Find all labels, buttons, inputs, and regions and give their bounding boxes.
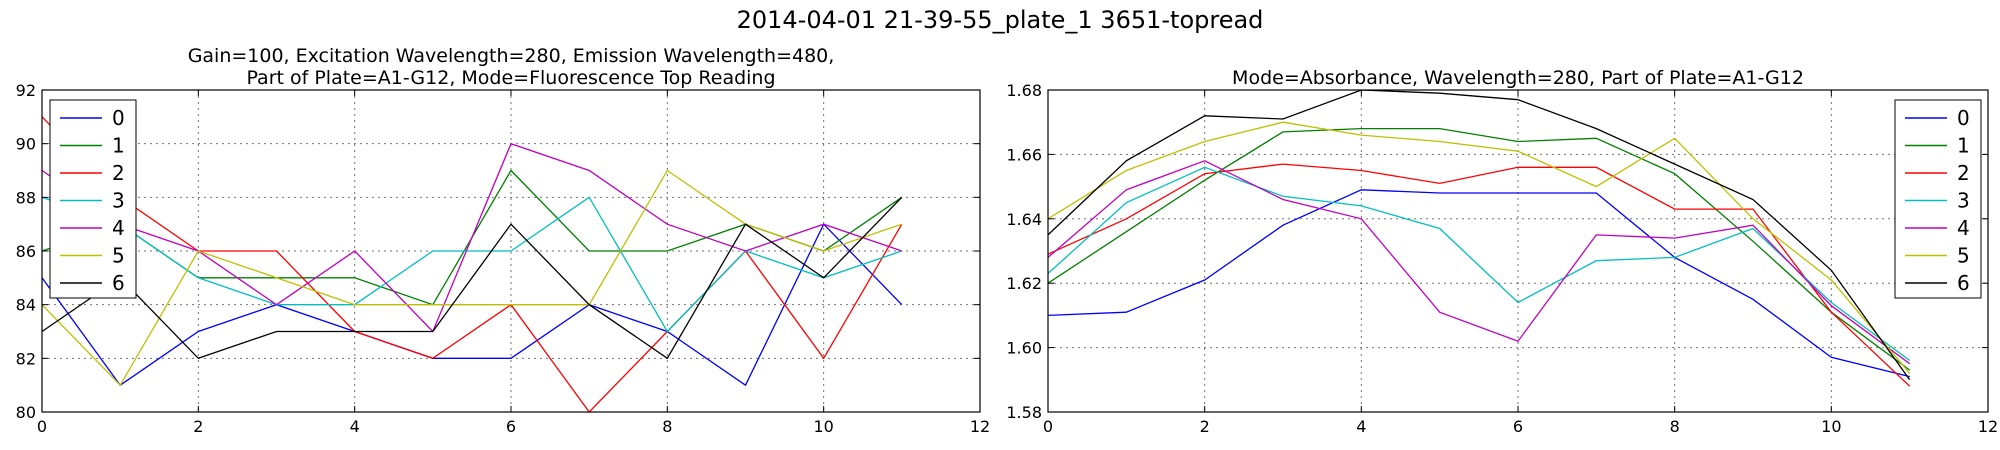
- series-line-2: [41, 116, 903, 414]
- y-tick-label: 82: [16, 349, 36, 368]
- x-tick-label: 8: [662, 417, 672, 436]
- plot-area: [1048, 90, 1988, 412]
- series-line-0: [41, 223, 903, 387]
- legend-box: [49, 99, 137, 299]
- series-line-5: [1047, 121, 1911, 374]
- legend-label-3: 3: [1957, 189, 1970, 213]
- y-tick-label: 1.64: [1006, 210, 1042, 229]
- legend-label-2: 2: [1957, 161, 1970, 185]
- x-tick-label: 6: [506, 417, 516, 436]
- series-line-3: [41, 196, 903, 333]
- legend-label-0: 0: [112, 106, 125, 130]
- legend-label-1: 1: [1957, 134, 1970, 158]
- y-tick-label: 92: [16, 81, 36, 100]
- legend-label-3: 3: [112, 189, 125, 213]
- y-tick-label: 88: [16, 188, 36, 207]
- x-tick-label: 2: [193, 417, 203, 436]
- y-tick-label: 90: [16, 135, 36, 154]
- series-line-6: [41, 196, 903, 360]
- legend-label-1: 1: [112, 134, 125, 158]
- series-line-2: [1047, 163, 1911, 387]
- legend-box: [1894, 99, 1982, 299]
- fluorescence-chart: Gain=100, Excitation Wavelength=280, Emi…: [16, 45, 991, 436]
- x-tick-label: 0: [37, 417, 47, 436]
- x-tick-label: 12: [970, 417, 990, 436]
- x-tick-label: 2: [1200, 417, 1210, 436]
- series-line-0: [1047, 189, 1910, 378]
- legend-label-5: 5: [1957, 244, 1970, 268]
- series-line-3: [1047, 166, 1911, 362]
- y-tick-label: 80: [16, 403, 36, 422]
- y-tick-label: 86: [16, 242, 36, 261]
- x-tick-label: 12: [1978, 417, 1998, 436]
- series-line-4: [1047, 160, 1911, 365]
- legend-label-4: 4: [112, 216, 125, 240]
- legend: 0 1 2 3 4 5 6: [1894, 99, 1982, 299]
- x-tick-label: 0: [1043, 417, 1053, 436]
- chart-title: Mode=Absorbance, Wavelength=280, Part of…: [1232, 67, 1804, 89]
- legend-label-0: 0: [1957, 106, 1970, 130]
- series-line-4: [41, 142, 903, 333]
- y-tick-label: 1.58: [1006, 403, 1042, 422]
- y-tick-label: 1.60: [1006, 339, 1042, 358]
- legend-label-4: 4: [1957, 216, 1970, 240]
- y-tick-label: 84: [16, 296, 36, 315]
- legend-label-6: 6: [112, 271, 125, 295]
- series-line-6: [1047, 89, 1911, 381]
- chart-title: Gain=100, Excitation Wavelength=280, Emi…: [188, 45, 835, 89]
- x-tick-label: 4: [1356, 417, 1366, 436]
- x-tick-label: 8: [1670, 417, 1680, 436]
- legend-label-5: 5: [112, 244, 125, 268]
- series-line-5: [41, 169, 903, 387]
- legend-label-2: 2: [112, 161, 125, 185]
- x-tick-label: 10: [813, 417, 833, 436]
- legend-label-6: 6: [1957, 271, 1970, 295]
- absorbance-chart: Mode=Absorbance, Wavelength=280, Part of…: [1006, 67, 1998, 436]
- x-tick-label: 10: [1821, 417, 1841, 436]
- legend: 0 1 2 3 4 5 6: [49, 99, 137, 299]
- y-tick-label: 1.66: [1006, 145, 1042, 164]
- x-tick-label: 4: [350, 417, 360, 436]
- x-tick-label: 6: [1513, 417, 1523, 436]
- y-tick-label: 1.62: [1006, 274, 1042, 293]
- series-line-1: [1047, 127, 1911, 371]
- y-tick-label: 1.68: [1006, 81, 1042, 100]
- figure-title: 2014-04-01 21-39-55_plate_1 3651-topread: [737, 6, 1264, 34]
